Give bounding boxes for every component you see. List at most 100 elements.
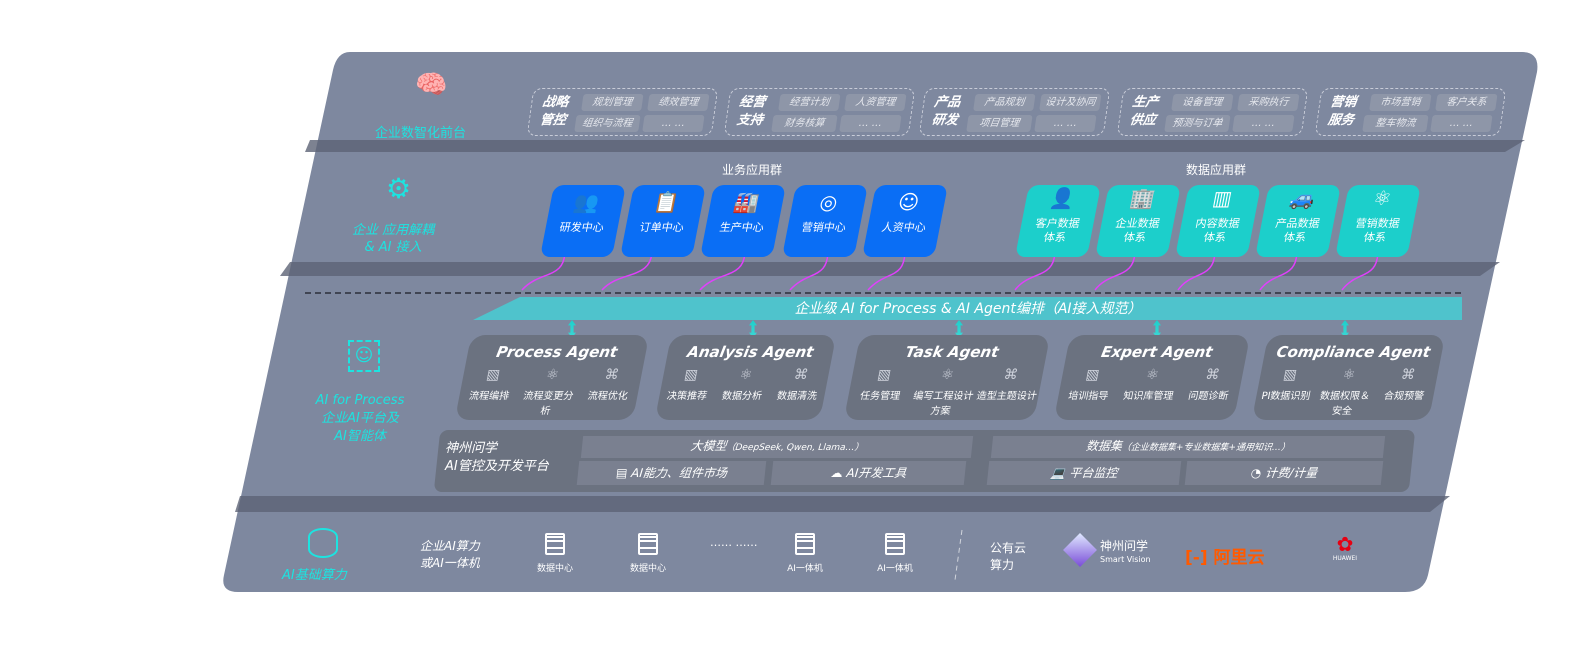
monitor-icon: 💻 [1049, 466, 1071, 480]
agent-capability: ⌘ 问题诊断 [1178, 367, 1244, 402]
billing-button[interactable]: ◔ 计费/计量 [1184, 461, 1384, 485]
ellipsis: …… …… [710, 536, 758, 549]
agent-capability: ▧ PI数据识别 [1253, 367, 1321, 417]
orchestration-banner: 企业级 AI for Process & AI Agent编排（AI接入规范） [794, 301, 1142, 317]
layer-label-apps: 企业 应用解耦 & AI 接入 [352, 223, 435, 255]
group-item[interactable]: 项目管理 [966, 115, 1033, 132]
data-app-card[interactable]: 🏢 企业数据 体系 [1095, 185, 1181, 257]
group-item[interactable]: 设备管理 [1171, 94, 1234, 111]
server-icon [545, 533, 565, 555]
monitor-button[interactable]: 💻 平台监控 [986, 461, 1182, 485]
group-item[interactable]: 组织与流程 [574, 115, 641, 132]
group-item[interactable]: 客户关系 [1435, 94, 1498, 111]
capability-icon: ⚛ [738, 367, 754, 383]
arrow-icon [1153, 320, 1161, 338]
data-apps-title: 数据应用群 [1186, 163, 1247, 177]
group-item[interactable]: … … [642, 115, 705, 132]
app-icon: ☺ [895, 190, 922, 214]
layer-label-front: 企业数智化前台 [375, 126, 467, 141]
group-title: 生产 供应 [1128, 95, 1160, 128]
agent-card[interactable]: Compliance Agent ▧ PI数据识别 ⚛ 数据权限＆安全 ⌘ 合规预警 [1251, 335, 1446, 420]
database-icon [308, 528, 338, 558]
group-item[interactable]: 规划管理 [581, 94, 644, 111]
huawei-flower-icon: ✿ [1336, 532, 1354, 556]
agent-capability: ⚛ 数据权限＆安全 [1312, 367, 1380, 417]
business-app-card[interactable]: 🏭 生产中心 [700, 185, 786, 257]
capability-icon: ⚛ [939, 367, 956, 383]
arrow-icon [749, 320, 757, 338]
business-app-card[interactable]: 👥 研发中心 [540, 185, 626, 257]
devtools-button[interactable]: ☁ AI开发工具 [770, 461, 967, 485]
front-group: 产品 研发 产品规划 设计及协同 项目管理 … … [918, 88, 1111, 136]
market-button[interactable]: ▤ AI能力、组件市场 [576, 461, 767, 485]
server-data-center: 数据中心 [618, 533, 678, 574]
front-group: 生产 供应 设备管理 采购执行 预测与订单 … … [1116, 88, 1309, 136]
app-icon: 📋 [651, 190, 682, 214]
server-ai-appliance: AI一体机 [865, 533, 925, 574]
group-item[interactable]: … … [1232, 115, 1295, 132]
platform-label: 神州问学 AI管控及开发平台 [445, 441, 549, 474]
agent-card[interactable]: Analysis Agent ▧ 决策推荐 ⚛ 数据分析 ⌘ 数据清洗 [654, 335, 837, 420]
data-app-card[interactable]: ▥ 内容数据 体系 [1175, 185, 1261, 257]
smartvision-logo: 神州问学 Smart Vision [1100, 539, 1151, 565]
group-title: 营销 服务 [1326, 95, 1358, 128]
capability-icon: ⚛ [1341, 367, 1357, 383]
capability-icon: ▧ [682, 367, 700, 383]
agent-card[interactable]: Expert Agent ▧ 培训指导 ⚛ 知识库管理 ⌘ 问题诊断 [1053, 335, 1251, 420]
capability-icon: ▧ [1281, 367, 1299, 383]
group-item[interactable]: 市场营销 [1369, 94, 1432, 111]
group-item[interactable]: 经营计划 [778, 94, 841, 111]
group-item[interactable]: 整车物流 [1362, 115, 1429, 132]
business-app-card[interactable]: ◎ 营销中心 [782, 185, 868, 257]
brain-icon: 🧠 [415, 70, 448, 100]
group-title: 经营 支持 [735, 95, 767, 128]
business-app-card[interactable]: ☺ 人资中心 [862, 185, 948, 257]
agent-card[interactable]: Process Agent ▧ 流程编排 ⚛ 流程变更分析 ⌘ 流程优化 [454, 335, 650, 420]
group-item[interactable]: 预测与订单 [1164, 115, 1231, 132]
data-app-card[interactable]: ⚛ 营销数据 体系 [1335, 185, 1421, 257]
group-item[interactable]: … … [1430, 115, 1493, 132]
group-item[interactable]: 绩效管理 [647, 94, 710, 111]
agent-capability: ▧ 培训指导 [1058, 367, 1124, 402]
app-icon: ◎ [817, 190, 840, 214]
capability-icon: ⌘ [1203, 367, 1222, 383]
agent-capability: ⌘ 造型主题设计 [971, 367, 1043, 417]
app-icon: 👤 [1047, 186, 1078, 210]
group-item[interactable]: 人资管理 [844, 94, 907, 111]
molecule-icon: ⚙ [386, 172, 412, 205]
arrow-icon [1341, 320, 1349, 338]
agent-capability: ▧ 决策推荐 [659, 367, 720, 402]
business-apps-title: 业务应用群 [722, 163, 783, 177]
server-icon [795, 533, 815, 555]
agent-capability: ⌘ 数据清洗 [769, 367, 830, 402]
huawei-logo: ✿ HUAWEI [1325, 533, 1365, 562]
aliyun-logo: [-] 阿里云 [1185, 548, 1265, 568]
group-item[interactable]: 设计及协同 [1039, 94, 1102, 111]
agent-card[interactable]: Task Agent ▧ 任务管理 ⚛ 编写工程设计方案 ⌘ 造型主题设计 [843, 335, 1051, 420]
agent-capability: ⌘ 流程优化 [574, 367, 642, 417]
group-title: 战略 管控 [538, 95, 570, 128]
data-app-card[interactable]: 👤 客户数据 体系 [1015, 185, 1101, 257]
group-title: 产品 研发 [930, 95, 962, 128]
group-item[interactable]: … … [1034, 115, 1097, 132]
group-item[interactable]: 产品规划 [973, 94, 1036, 111]
front-group: 经营 支持 经营计划 人资管理 财务核算 … … [723, 88, 916, 136]
app-icon: 🏭 [731, 190, 762, 214]
business-app-card[interactable]: 📋 订单中心 [620, 185, 706, 257]
devtools-icon: ☁ [829, 466, 848, 480]
face-scan-icon: ☺ [348, 340, 380, 372]
front-group: 战略 管控 规划管理 绩效管理 组织与流程 … … [526, 88, 719, 136]
app-icon: 👥 [571, 190, 602, 214]
agent-capability: ▧ 流程编排 [456, 367, 524, 417]
agent-capability: ⚛ 流程变更分析 [515, 367, 583, 417]
model-row: 大模型（DeepSeek, Qwen, Llama…） [580, 436, 974, 458]
capability-icon: ⌘ [603, 367, 621, 383]
cloud-label: 公有云 算力 [990, 541, 1027, 572]
data-app-card[interactable]: 🚙 产品数据 体系 [1255, 185, 1341, 257]
arrow-icon [568, 320, 576, 338]
front-group: 营销 服务 市场营销 客户关系 整车物流 … … [1314, 88, 1507, 136]
group-item[interactable]: 财务核算 [771, 115, 838, 132]
group-item[interactable]: … … [839, 115, 902, 132]
group-item[interactable]: 采购执行 [1237, 94, 1300, 111]
agent-capability: ▧ 任务管理 [845, 367, 917, 417]
